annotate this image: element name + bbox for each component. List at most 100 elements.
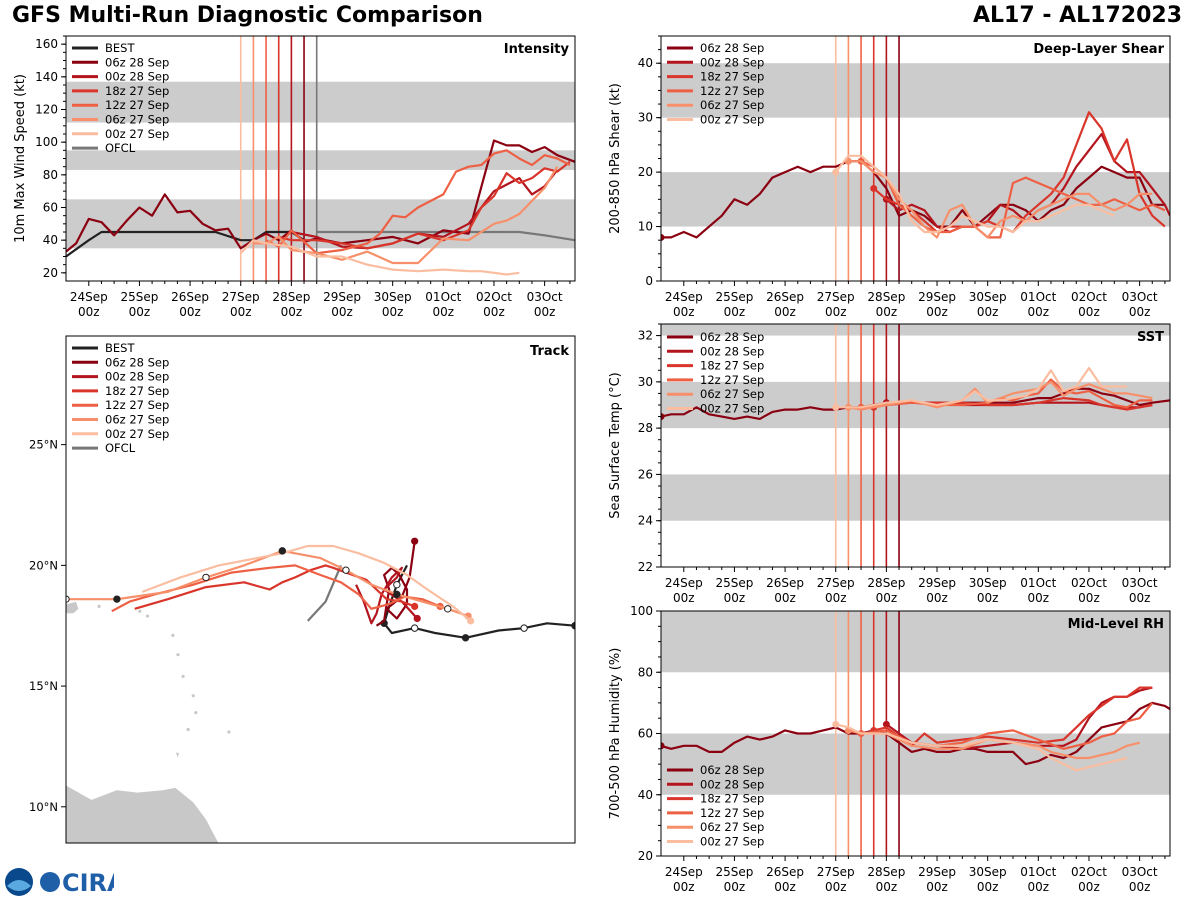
shear-series-start-point [870,184,878,192]
intensity-xtick-date: 25Sep [120,290,158,304]
shear-legend-label: 12z 27 Sep [700,84,764,98]
shear-ytick-label: 30 [638,111,653,125]
sst-xtick-hour: 00z [977,591,999,605]
intensity-series-line [291,169,559,250]
rh-ytick-label: 40 [638,788,653,802]
intensity-legend-label: OFCL [105,141,136,155]
track-position-marker [342,566,350,574]
rh-legend-label: 00z 27 Sep [700,835,764,849]
rh-panel: 2040608010024Sep00z25Sep00z26Sep00z27Sep… [608,604,1171,894]
track-best-point [520,624,528,632]
shear-xtick-hour: 00z [1129,305,1151,319]
intensity-series-line [66,230,305,258]
track-position-marker [113,595,121,603]
rh-ytick-label: 100 [630,604,653,618]
shear-xtick-date: 24Sep [665,290,703,304]
shear-xtick-hour: 00z [977,305,999,319]
shear-xtick-date: 02Oct [1071,290,1107,304]
island-dot [97,604,101,609]
track-legend-label: 00z 27 Sep [105,427,169,441]
sst-xtick-hour: 00z [1078,591,1100,605]
rh-xtick-hour: 00z [1028,880,1050,894]
rh-legend-label: 12z 27 Sep [700,806,764,820]
shear-series-line [860,160,1166,239]
sst-series-start-point [832,403,840,411]
intensity-xtick-date: 29Sep [323,290,361,304]
shear-xtick-hour: 00z [876,305,898,319]
sst-legend-label: 06z 28 Sep [700,330,764,344]
rh-xtick-hour: 00z [977,880,999,894]
intensity-ytick-label: 160 [35,37,58,51]
intensity-xtick-date: 27Sep [222,290,260,304]
track-line [141,544,472,622]
intensity-xtick-hour: 00z [382,305,404,319]
shear-legend-label: 06z 27 Sep [700,98,764,112]
track-best-point [393,580,401,589]
rh-xtick-date: 30Sep [969,865,1007,879]
intensity-xtick-date: 30Sep [374,290,412,304]
rh-ytick-label: 20 [638,849,653,863]
globe-icon [40,872,60,892]
sst-xtick-hour: 00z [825,591,847,605]
shear-panel: 01020304024Sep00z25Sep00z26Sep00z27Sep00… [608,35,1171,319]
noaa-wave-icon [7,880,31,891]
shear-ytick-label: 40 [638,56,653,70]
rh-series-start-point [832,720,840,728]
track-best-point [461,634,470,642]
intensity-xtick-date: 26Sep [171,290,209,304]
track-title: Track [530,344,569,359]
intensity-series-line [239,239,520,276]
sst-legend-label: 06z 27 Sep [700,387,764,401]
intensity-xtick-hour: 00z [230,305,252,319]
track-lat-label: 20°N [29,558,58,572]
land-shape [66,784,220,843]
sst-ytick-label: 32 [638,329,653,343]
intensity-ytick-label: 100 [35,135,58,149]
intensity-ytick-label: 120 [35,103,58,117]
island-dot [171,633,175,637]
track-legend-label: 06z 28 Sep [105,355,169,369]
intensity-xtick-hour: 00z [281,305,303,319]
rh-xtick-date: 28Sep [867,865,905,879]
sst-ytick-label: 30 [638,375,653,389]
shear-series-line [872,111,1166,234]
shear-legend-label: 00z 28 Sep [700,55,764,69]
storm-id: AL17 - AL172023 [973,3,1182,28]
intensity-xtick-date: 24Sep [70,290,108,304]
track-position-marker [444,605,452,613]
rh-series-line [873,686,1153,747]
sst-ytick-label: 22 [638,560,653,574]
island-dot [227,730,231,734]
island-dot [191,694,195,698]
rh-series-line [848,729,1140,760]
intensity-legend-label: BEST [105,41,135,55]
track-start-point [467,617,475,625]
island-dot [194,711,198,715]
main-title: GFS Multi-Run Diagnostic Comparison [12,3,483,28]
intensity-xtick-date: 02Oct [476,290,512,304]
rh-title: Mid-Level RH [1068,617,1164,632]
rh-xtick-date: 02Oct [1071,865,1107,879]
sst-ylabel: Sea Surface Temp (°C) [608,372,623,519]
rh-series-start-point [882,720,890,728]
shear-ytick-label: 20 [638,165,653,179]
sst-xtick-hour: 00z [673,591,695,605]
shear-legend-label: 06z 28 Sep [700,41,764,55]
shear-ytick-label: 10 [638,220,653,234]
track-frame [65,335,576,844]
rh-ylabel: 700-500 hPa Humidity (%) [608,648,623,820]
track-map-group [66,537,575,843]
intensity-ytick-label: 140 [35,70,58,84]
sst-ytick-label: 26 [638,467,653,481]
rh-xtick-hour: 00z [724,880,746,894]
track-position-marker [393,590,401,599]
sst-band [661,474,1170,521]
sst-xtick-hour: 00z [876,591,898,605]
intensity-ytick-label: 40 [43,233,58,247]
rh-xtick-date: 24Sep [665,865,703,879]
rh-series-group [661,686,1170,772]
rh-xtick-hour: 00z [876,880,898,894]
track-legend-label: OFCL [105,441,136,455]
rh-xtick-hour: 00z [1078,880,1100,894]
